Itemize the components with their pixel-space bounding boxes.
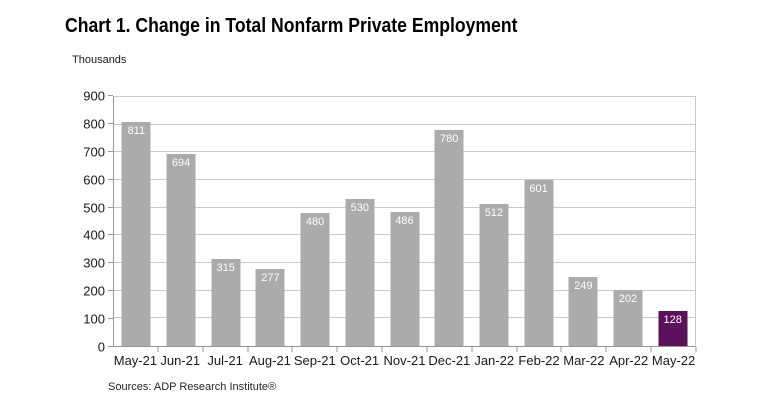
x-axis-tick-label: Apr-22	[609, 353, 649, 368]
y-axis-tick	[108, 122, 113, 124]
bar-value-label: 486	[395, 214, 414, 227]
gridline	[114, 123, 695, 125]
x-axis-tick-label: May-21	[113, 353, 158, 368]
bar-value-label: 128	[663, 313, 682, 326]
gridline	[114, 179, 695, 180]
bar-jul-21: 315	[211, 258, 241, 346]
y-axis-tick-label: 900	[83, 88, 105, 104]
y-axis-tick	[108, 95, 113, 96]
y-axis-tick	[108, 262, 113, 264]
y-axis-tick-label: 200	[83, 283, 105, 299]
source-note: Sources: ADP Research Institute®	[108, 381, 277, 393]
x-axis-tick-label: Jun-21	[160, 353, 201, 368]
bar-value-label: 480	[305, 216, 325, 229]
x-axis-tick	[291, 347, 293, 352]
x-axis-tick-label: May-22	[651, 353, 696, 368]
bar-mar-22: 249	[568, 277, 598, 346]
bar-nov-21: 486	[390, 211, 419, 346]
y-axis-tick-label: 700	[83, 144, 105, 160]
bar-value-label: 315	[216, 261, 235, 274]
y-axis-tick	[108, 346, 113, 347]
bar-value-label: 249	[574, 280, 593, 293]
x-axis-tick-label: Aug-21	[248, 353, 291, 368]
x-axis-tick	[426, 347, 428, 352]
x-axis-tick-label: Jul-21	[207, 353, 243, 368]
x-axis-tick	[381, 347, 383, 352]
y-axis-tick	[108, 290, 113, 292]
y-axis-unit-label: Thousands	[72, 54, 127, 66]
y-axis-tick-label: 300	[83, 255, 105, 271]
x-axis-tick-label: Mar-22	[563, 353, 605, 368]
x-axis-tick	[471, 347, 473, 352]
x-axis-tick	[336, 347, 338, 352]
x-axis-tick	[695, 347, 697, 352]
x-axis-tick-label: Nov-21	[383, 353, 426, 368]
x-axis-tick	[247, 347, 249, 352]
bar-value-label: 601	[529, 182, 548, 195]
x-axis-tick	[516, 347, 518, 352]
bar-may-22: 128	[658, 310, 688, 346]
y-axis-tick-label: 500	[83, 200, 105, 216]
x-axis-tick-label: Oct-21	[340, 353, 380, 368]
bar-jun-21: 694	[166, 154, 196, 346]
x-axis-labels: May-21 Jun-21 Jul-21 Aug-21 Sep-21 Oct-21 Nov-…	[113, 353, 696, 369]
bar-apr-22: 202	[613, 290, 643, 346]
y-axis-tick	[108, 150, 113, 152]
bar-value-label: 780	[440, 133, 459, 146]
y-axis-tick-label: 800	[83, 116, 105, 132]
bar-value-label: 202	[618, 293, 638, 306]
y-axis-tick	[108, 234, 113, 236]
bar-value-label: 811	[127, 124, 146, 137]
gridline	[114, 151, 695, 153]
y-axis-tick-label: 100	[83, 311, 105, 327]
plot-area: 811 694 315 277 480 530 486 780 512 601 249 202 128	[113, 96, 696, 347]
x-axis-tick	[202, 347, 204, 352]
bar-aug-21: 277	[255, 269, 285, 346]
x-axis-tick-label: Feb-22	[518, 353, 560, 368]
y-axis-tick	[108, 318, 113, 320]
y-axis-tick	[108, 206, 113, 208]
bar-value-label: 694	[171, 157, 191, 169]
bar-value-label: 512	[484, 207, 504, 220]
y-axis-tick	[108, 178, 113, 180]
bar-value-label: 530	[350, 202, 369, 215]
y-axis-tick-label: 400	[83, 227, 105, 243]
bar-oct-21: 530	[345, 199, 375, 346]
bar-feb-22: 601	[524, 179, 554, 346]
x-axis-tick	[650, 347, 652, 352]
bar-value-label: 277	[261, 272, 280, 285]
x-axis-ticks	[113, 347, 697, 352]
chart-title: Chart 1. Change in Total Nonfarm Private…	[65, 15, 518, 37]
x-axis-tick-label: Dec-21	[428, 353, 471, 368]
gridline	[114, 206, 695, 208]
bar-jan-22: 512	[479, 204, 509, 346]
bar-dec-21: 780	[434, 130, 464, 346]
x-axis-tick-label: Jan-22	[474, 353, 515, 368]
y-axis-tick-label: 600	[83, 172, 105, 188]
x-axis-tick	[560, 347, 562, 352]
x-axis-tick-label: Sep-21	[293, 353, 336, 368]
y-axis-tick-label: 0	[97, 339, 105, 355]
x-axis-tick	[605, 347, 607, 352]
x-axis-tick	[157, 347, 159, 352]
y-axis: 0 100 200 300 400 500 600 700 800 900	[0, 90, 113, 354]
bar-sep-21: 480	[300, 213, 330, 346]
bar-may-21: 811	[121, 121, 151, 346]
